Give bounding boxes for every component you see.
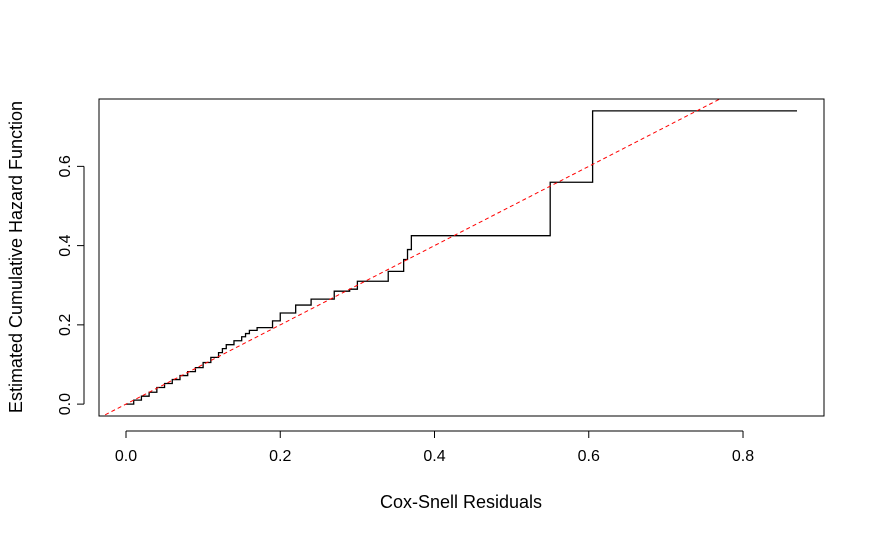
y-tick-label: 0.2 [57,314,74,336]
x-tick-label: 0.2 [269,448,291,465]
x-axis: 0.0 0.2 0.4 0.6 0.8 [115,430,754,465]
x-tick-label: 0.0 [115,448,137,465]
x-tick-label: 0.6 [578,448,600,465]
step-line-series-0 [125,110,798,405]
x-axis-title: Cox-Snell Residuals [380,492,542,512]
y-axis: 0.0 0.2 0.4 0.6 [57,155,85,415]
y-tick-label: 0.0 [57,393,74,415]
y-tick-label: 0.4 [57,234,74,256]
x-tick-label: 0.4 [423,448,445,465]
plot-frame [98,98,825,417]
y-tick-label: 0.6 [57,155,74,177]
reference-line-series-1 [101,99,721,416]
plot-area [101,99,798,416]
y-axis-title: Estimated Cumulative Hazard Function [6,101,26,413]
x-tick-label: 0.8 [732,448,754,465]
